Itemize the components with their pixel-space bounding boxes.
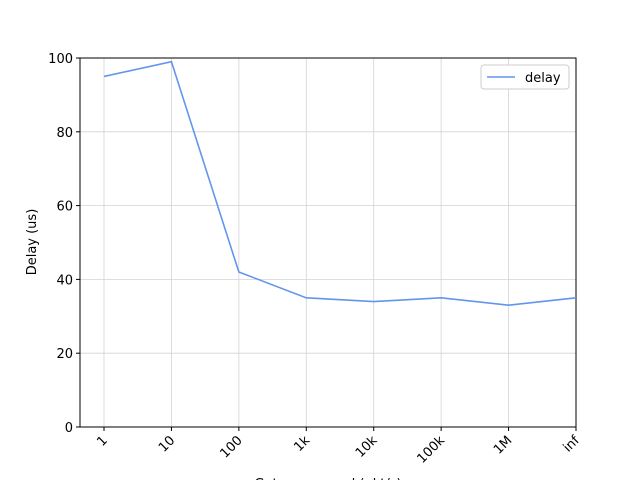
legend-label: delay (525, 71, 561, 86)
y-tick-label: 40 (56, 273, 73, 288)
y-tick-label: 60 (56, 200, 73, 215)
legend-box (480, 64, 570, 90)
y-axis-label: Delay (us) (25, 209, 40, 276)
y-tick-label: 100 (48, 52, 73, 67)
x-tick-label: 100k (414, 433, 448, 467)
series-line (103, 60, 577, 307)
x-tick-label: 1k (291, 433, 313, 455)
x-axis-label: Gateway speed (pkt/s) (254, 477, 401, 480)
x-tick-label: 10 (156, 433, 178, 455)
y-tick-label: 20 (56, 347, 73, 362)
y-tick-label: 0 (65, 421, 73, 436)
x-tick-label: inf (561, 433, 584, 456)
x-tick-label: 100 (218, 433, 246, 461)
plot-frame (79, 57, 577, 428)
x-tick-label: 10k (353, 433, 381, 461)
x-tick-label: 1M (491, 433, 515, 457)
y-tick-label: 80 (56, 126, 73, 141)
x-tick-label: 1 (94, 433, 110, 449)
